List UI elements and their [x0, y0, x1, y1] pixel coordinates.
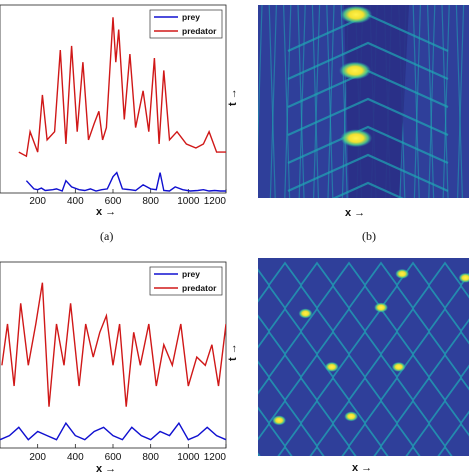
x-axis-label-c: x → — [96, 463, 116, 474]
x-tick-label: 1000 — [177, 452, 200, 463]
heatmap-peak — [458, 272, 469, 283]
heatmap-chevron — [331, 181, 405, 198]
heatmap-peak — [374, 302, 389, 313]
heatmap-stripe — [284, 5, 292, 198]
prey-line-a — [25, 171, 226, 192]
heatmap-peak — [298, 308, 313, 319]
panel-d: t → x → — [227, 258, 469, 474]
heatmap-stripe — [441, 5, 449, 198]
heatmap-zigzag — [258, 330, 469, 356]
heatmap-chevron — [287, 97, 449, 137]
heatmap-stripe — [428, 5, 436, 198]
heatmap-zigzag — [258, 422, 469, 448]
heatmap-peak — [395, 268, 410, 279]
heatmap-stripe — [455, 5, 463, 198]
legend-c: prey predator — [149, 266, 223, 296]
heatmap-stripe — [283, 5, 291, 198]
heatmap-peak — [272, 415, 287, 426]
x-axis-label-a: x → — [96, 206, 116, 218]
heatmap-zigzag — [258, 445, 453, 456]
heatmap-chevron — [287, 41, 449, 81]
legend-a: prey predator — [149, 9, 223, 39]
heatmap-peak — [340, 129, 373, 148]
heatmap-stripe — [327, 5, 335, 198]
x-tick-label: 200 — [29, 452, 46, 463]
heatmap-stripe — [457, 5, 465, 198]
legend-prey-c: prey — [182, 269, 200, 279]
caption-a: (a) — [100, 229, 113, 243]
x-tick-label: 600 — [105, 196, 122, 207]
heatmap-zigzag — [258, 284, 469, 310]
heatmap-stripe — [442, 5, 450, 198]
heatmap-stripe — [311, 5, 319, 198]
prey-line-c — [0, 421, 226, 441]
x-tick-label: 600 — [105, 452, 122, 463]
heatmap-b-stripes — [258, 5, 465, 198]
panel-c: 200 400 600 800 1000 1200 prey predator x → — [0, 261, 226, 474]
heatmap-stripe — [258, 5, 263, 153]
heatmap-stripe — [427, 5, 435, 198]
x-ticks-c: 200 400 600 800 1000 1200 — [29, 444, 226, 463]
x-tick-label: 800 — [142, 452, 159, 463]
legend-prey-a: prey — [182, 12, 200, 22]
predator-line-c — [1, 282, 226, 407]
caption-b: (b) — [362, 229, 376, 243]
x-tick-label: 400 — [67, 196, 84, 207]
heatmap-peak — [340, 5, 373, 24]
heatmap-b-peaks — [339, 5, 373, 148]
heatmap-chevron — [287, 125, 449, 165]
heatmap-stripe — [412, 5, 420, 198]
heatmap-peak — [344, 411, 359, 422]
heatmap-stripe — [269, 5, 277, 198]
panel-a: 200 400 600 800 1000 1200 prey predator x → (… — [0, 4, 227, 243]
y-axis-label-b: t → — [227, 88, 239, 106]
x-tick-label: 1200 — [204, 452, 227, 463]
x-tick-label: 200 — [29, 196, 46, 207]
heatmap-d-zigzags — [258, 261, 469, 456]
legend-predator-a: predator — [182, 26, 217, 36]
heatmap-peak — [339, 61, 372, 80]
heatmap-peak — [391, 361, 406, 372]
x-tick-label: 1200 — [204, 196, 227, 207]
heatmap-peak — [324, 361, 339, 372]
heatmap-zigzag — [258, 376, 469, 402]
heatmap-stripe — [326, 5, 334, 198]
legend-predator-c: predator — [182, 283, 217, 293]
predator-line-a — [18, 17, 226, 158]
heatmap-d — [258, 258, 469, 456]
panel-b: t → x → (b) — [227, 5, 469, 243]
x-tick-label: 1000 — [177, 196, 200, 207]
heatmap-chevron — [287, 153, 449, 193]
x-tick-label: 400 — [67, 452, 84, 463]
heatmap-stripe — [268, 5, 276, 198]
y-axis-label-d: t → — [227, 343, 239, 361]
x-axis-label-d: x → — [352, 462, 372, 474]
x-axis-label-b: x → — [345, 207, 365, 219]
x-tick-label: 800 — [142, 196, 159, 207]
heatmap-d-peaks — [272, 268, 469, 426]
